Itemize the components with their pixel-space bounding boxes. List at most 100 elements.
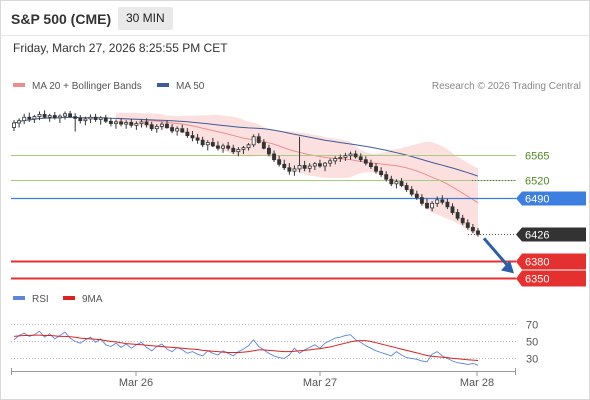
- candle-body: [430, 202, 435, 209]
- candle-body: [435, 199, 440, 204]
- candle-body: [27, 116, 32, 120]
- candle: [195, 133, 200, 144]
- rsi-line: [13, 330, 479, 366]
- candles: [12, 110, 480, 237]
- candle: [450, 203, 455, 215]
- legend-ma50: MA 50: [157, 81, 204, 92]
- candle-body: [318, 163, 322, 167]
- candle: [170, 124, 174, 134]
- legend-rsi-ma: 9MA: [63, 294, 103, 305]
- candle-body: [68, 113, 73, 118]
- candle: [47, 113, 52, 122]
- rsi-tick-30: 30: [526, 354, 538, 366]
- candle-body: [241, 147, 246, 150]
- candle: [119, 118, 124, 127]
- candle-body: [190, 135, 195, 139]
- candle: [93, 113, 98, 122]
- forecast-arrow-shaft: [482, 237, 512, 270]
- candle: [318, 159, 322, 168]
- candle: [251, 134, 256, 148]
- candle: [180, 124, 185, 133]
- candle-body: [144, 121, 149, 126]
- candle-body: [12, 122, 16, 128]
- candle-body: [114, 121, 118, 124]
- candle-body: [460, 217, 465, 224]
- candle: [282, 159, 287, 171]
- legend-ma20: MA 20 + Bollinger Bands: [13, 81, 142, 92]
- candle: [292, 165, 297, 176]
- rsi-tick-70: 70: [526, 320, 538, 332]
- candle: [190, 131, 195, 142]
- candle: [353, 150, 358, 159]
- candle-body: [119, 121, 124, 125]
- candle: [363, 156, 368, 166]
- level-label-6520: 6520: [525, 176, 549, 188]
- candle: [277, 155, 282, 167]
- candle-body: [333, 158, 338, 162]
- level-tag-6350: [516, 270, 586, 287]
- candle: [210, 137, 215, 148]
- candle-body: [149, 124, 154, 130]
- candle: [328, 158, 333, 167]
- candle: [399, 178, 404, 188]
- level-label-6426: 6426: [525, 230, 549, 242]
- candle: [216, 141, 220, 151]
- candle-body: [272, 153, 276, 161]
- candle-body: [389, 178, 394, 185]
- candle: [78, 114, 83, 124]
- legend-rsi-ma-label: 9MA: [82, 294, 103, 305]
- candle: [134, 121, 139, 130]
- candle-body: [37, 113, 42, 118]
- timestamp: Friday, March 27, 2026 8:25:55 PM CET: [13, 41, 228, 55]
- candle: [261, 139, 266, 150]
- candle-body: [216, 145, 220, 149]
- candle-body: [282, 163, 287, 169]
- level-label-6490: 6490: [525, 194, 549, 206]
- candle-body: [394, 181, 399, 185]
- candle: [430, 201, 435, 212]
- candle-body: [221, 145, 225, 149]
- candle-body: [404, 185, 409, 190]
- candle-body: [73, 116, 78, 119]
- candle: [129, 118, 134, 128]
- candle-body: [231, 147, 236, 153]
- candle: [384, 171, 389, 182]
- candle-body: [414, 193, 419, 199]
- candle-body: [134, 123, 139, 126]
- candle: [267, 144, 271, 157]
- candle-body: [409, 189, 414, 195]
- level-label-6380: 6380: [525, 257, 549, 269]
- level-label-6565: 6565: [525, 151, 549, 163]
- candle: [165, 120, 169, 129]
- candle-body: [200, 139, 205, 146]
- candle-body: [470, 227, 475, 232]
- candle-body: [384, 174, 389, 180]
- candle: [103, 114, 108, 123]
- candle-body: [57, 115, 62, 119]
- candle: [435, 196, 440, 207]
- candle: [389, 175, 394, 187]
- candle: [307, 163, 312, 173]
- candle: [419, 194, 424, 206]
- candle: [108, 117, 113, 127]
- price-level-6426: 6426: [468, 227, 586, 242]
- candle: [343, 152, 348, 161]
- candle-body: [103, 117, 108, 122]
- candle-body: [445, 201, 450, 208]
- candle: [476, 228, 480, 237]
- candle-body: [267, 147, 271, 155]
- candle: [455, 209, 460, 221]
- candle-body: [368, 162, 373, 168]
- legend-ma20-label: MA 20 + Bollinger Bands: [32, 81, 142, 92]
- candle-body: [476, 230, 480, 235]
- candle-body: [47, 115, 52, 118]
- timeframe-button[interactable]: 30 MIN: [118, 7, 173, 30]
- candle-body: [261, 142, 266, 149]
- candle-body: [419, 197, 424, 204]
- candle: [358, 153, 363, 163]
- legend-rsi-label: RSI: [32, 294, 49, 305]
- candle-body: [139, 121, 144, 124]
- candle-body: [124, 122, 129, 125]
- candle: [379, 167, 384, 177]
